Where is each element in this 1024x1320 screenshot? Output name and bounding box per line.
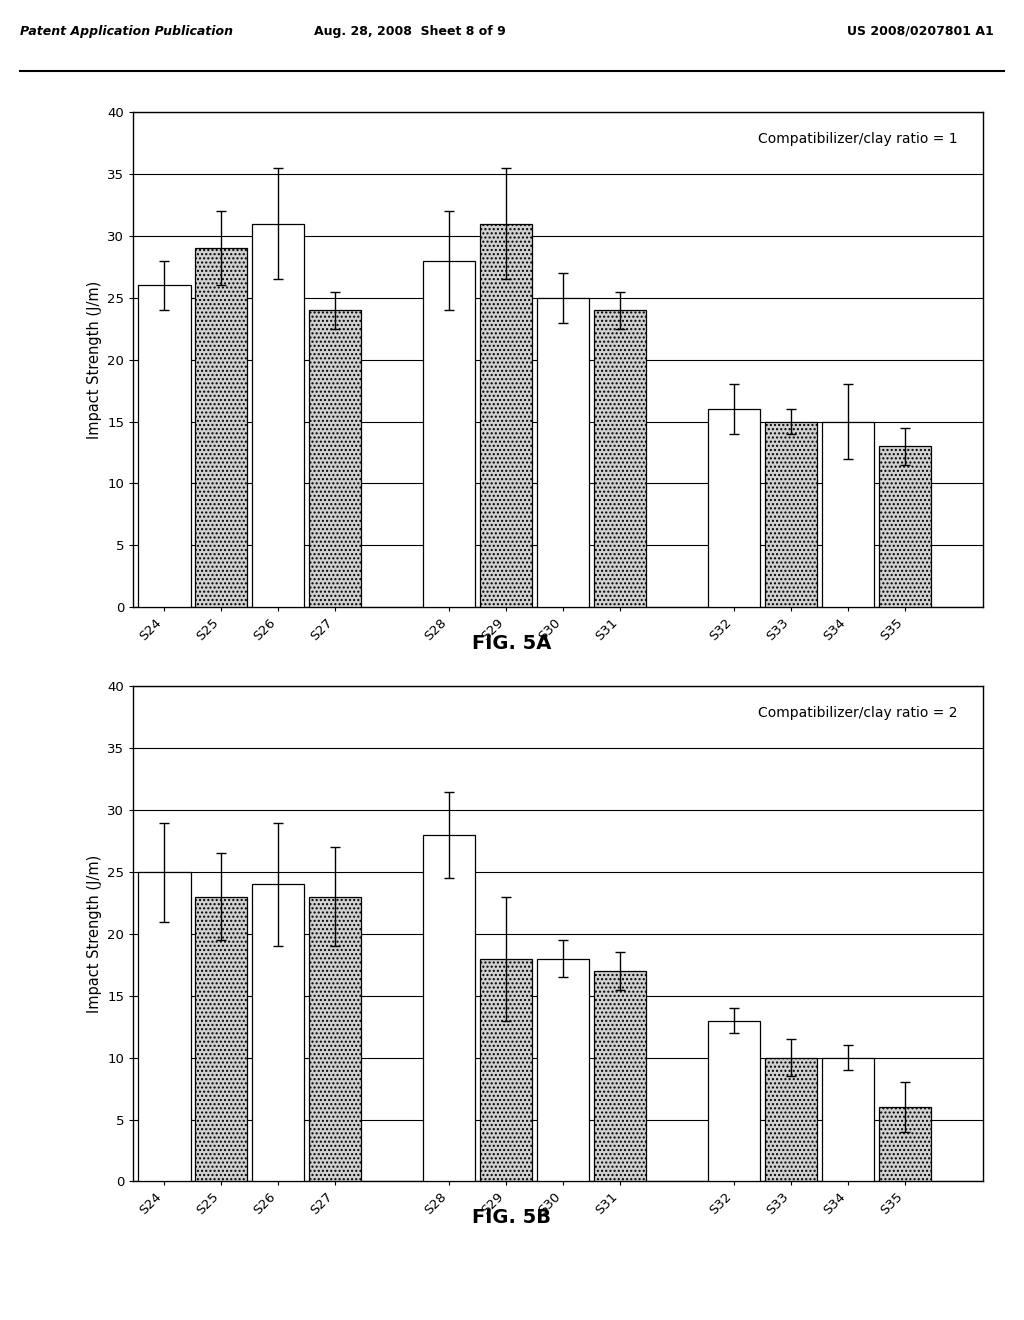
Bar [708, 1020, 760, 1181]
Text: US 2008/0207801 A1: US 2008/0207801 A1 [847, 25, 993, 38]
Bar [196, 896, 248, 1181]
Bar [252, 223, 304, 607]
Bar [879, 446, 931, 607]
Text: FIG. 5B: FIG. 5B [472, 1208, 552, 1228]
Bar [537, 298, 589, 607]
Bar [765, 421, 817, 607]
Text: Patent Application Publication: Patent Application Publication [20, 25, 233, 38]
Bar [821, 1057, 873, 1181]
Bar [309, 896, 361, 1181]
Bar [765, 1057, 817, 1181]
Bar [138, 873, 190, 1181]
Bar [594, 972, 646, 1181]
Bar [196, 248, 248, 607]
Bar [879, 1107, 931, 1181]
Bar [821, 421, 873, 607]
Text: FIG. 5A: FIG. 5A [472, 634, 552, 653]
Bar [423, 836, 475, 1181]
Bar [423, 261, 475, 607]
Bar [309, 310, 361, 607]
Bar [480, 223, 532, 607]
Text: Compatibilizer/clay ratio = 2: Compatibilizer/clay ratio = 2 [758, 706, 957, 721]
Y-axis label: Impact Strength (J/m): Impact Strength (J/m) [87, 855, 101, 1012]
Bar [537, 958, 589, 1181]
Bar [252, 884, 304, 1181]
Text: Compatibilizer/clay ratio = 1: Compatibilizer/clay ratio = 1 [758, 132, 957, 147]
Text: Aug. 28, 2008  Sheet 8 of 9: Aug. 28, 2008 Sheet 8 of 9 [313, 25, 506, 38]
Y-axis label: Impact Strength (J/m): Impact Strength (J/m) [87, 281, 101, 438]
Bar [480, 958, 532, 1181]
Bar [708, 409, 760, 607]
Bar [594, 310, 646, 607]
Bar [138, 285, 190, 607]
